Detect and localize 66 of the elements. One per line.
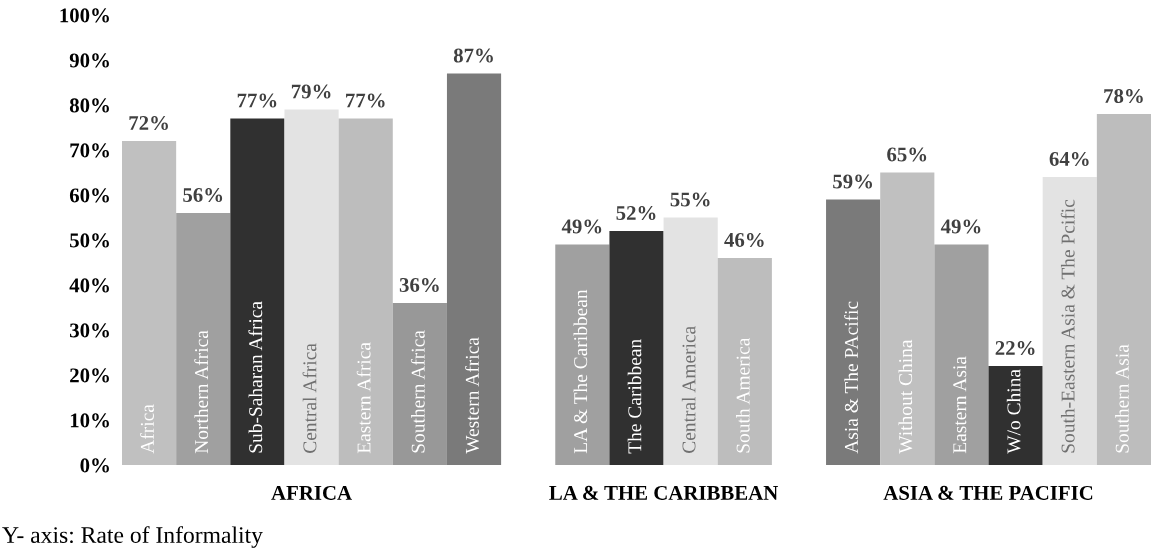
x-tick-label: Asia & The PAcific	[844, 301, 858, 454]
data-label: 22%	[995, 340, 1035, 356]
data-label: 56%	[183, 187, 223, 203]
data-label: 52%	[616, 205, 656, 221]
data-label: 72%	[129, 115, 168, 131]
bar	[934, 244, 989, 465]
x-tick-label: Sub-Saharan Africa	[248, 301, 263, 453]
data-label: 65%	[887, 147, 927, 162]
x-tick-label: Western Africa	[465, 337, 479, 454]
bar	[609, 231, 664, 465]
bar	[176, 213, 231, 465]
bar	[446, 73, 502, 465]
x-tick-label: Without China	[898, 339, 913, 454]
x-tick-label: The Caribbean	[627, 339, 642, 454]
y-tick-label: 40%	[69, 278, 109, 293]
data-label: 55%	[670, 192, 710, 207]
data-label: 49%	[940, 219, 981, 234]
data-label: 77%	[237, 93, 277, 108]
y-tick-label: 70%	[70, 143, 109, 158]
x-tick-label: Central America	[681, 326, 696, 453]
bar	[663, 217, 718, 465]
data-label: 87%	[453, 48, 493, 63]
data-label: 49%	[561, 219, 602, 234]
text: ASIA & THE PACIFIC	[883, 485, 1093, 500]
x-tick-label: Eastern Africa	[356, 342, 371, 454]
bar	[555, 244, 610, 465]
bar	[338, 118, 393, 465]
x-tick-label: Northern Africa	[194, 330, 209, 454]
x-tick-label: Southern Africa	[410, 330, 425, 453]
text: AFRICA	[271, 485, 352, 500]
bar	[988, 366, 1043, 465]
data-label: 77%	[346, 93, 385, 108]
bar	[1042, 177, 1097, 465]
y-tick-label: 10%	[70, 413, 109, 428]
bar	[284, 109, 339, 465]
bar	[826, 199, 881, 465]
x-tick-label: South America	[736, 337, 750, 453]
data-label: 46%	[724, 232, 764, 248]
data-label: 59%	[833, 174, 873, 189]
bar	[230, 118, 285, 465]
y-tick-label: 0%	[80, 458, 109, 473]
data-label: 36%	[399, 277, 439, 293]
y-tick-label: 50%	[70, 233, 109, 248]
y-tick-label: 20%	[70, 368, 109, 383]
y-tick-label: 60%	[69, 188, 109, 203]
x-tick-label: W/o China	[1006, 369, 1021, 454]
bar	[717, 258, 772, 465]
data-label: 64%	[1049, 151, 1089, 167]
x-tick-label: Africa	[140, 404, 154, 454]
data-label: 78%	[1104, 88, 1143, 104]
y-tick-label: 30%	[70, 323, 109, 338]
x-tick-label: Southern Asia	[1115, 344, 1129, 453]
x-tick-label: Eastern Asia	[953, 356, 967, 454]
y-tick-label: 100%	[60, 8, 109, 23]
data-label: 79%	[291, 84, 331, 99]
text: LA & THE CARIBBEAN	[549, 485, 779, 500]
bar	[880, 172, 935, 465]
x-tick-label: South-Eastern Asia & The Pcific	[1060, 199, 1075, 453]
bar	[1096, 114, 1151, 465]
y-tick-label: 90%	[69, 53, 109, 68]
text: Y- axis: Rate of Informality	[2, 526, 263, 548]
x-tick-label: Central Africa	[302, 343, 317, 453]
bar	[122, 141, 177, 465]
bar	[392, 303, 447, 465]
y-tick-label: 80%	[69, 98, 109, 113]
x-tick-label: LA & The Caribbean	[573, 289, 588, 454]
